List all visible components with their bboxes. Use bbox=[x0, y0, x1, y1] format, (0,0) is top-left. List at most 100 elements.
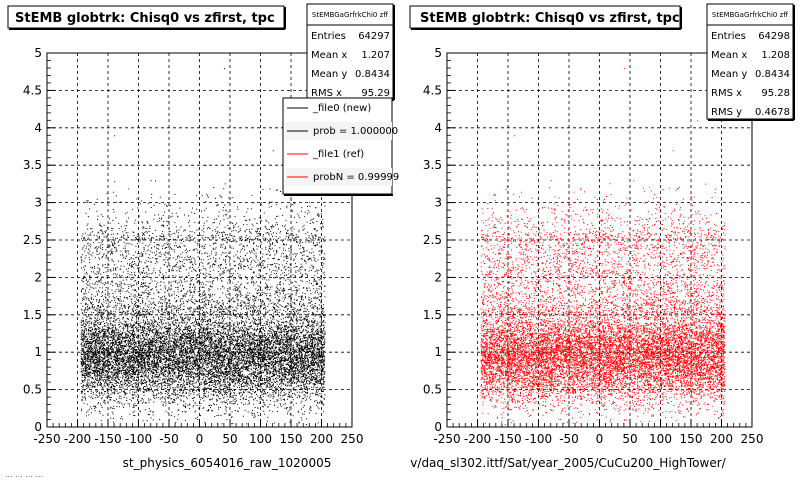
right-scatter-points bbox=[480, 67, 726, 425]
x-tick-label: 50 bbox=[222, 432, 237, 446]
y-tick-label: 0.5 bbox=[423, 383, 442, 397]
right-footer-label: v/daq_sl302.ittf/Sat/year_2005/CuCu200_H… bbox=[410, 456, 726, 470]
y-tick-label: 0 bbox=[434, 420, 442, 434]
left-scatter-points bbox=[80, 67, 326, 425]
x-tick-label: -50 bbox=[559, 432, 579, 446]
x-tick-label: 50 bbox=[622, 432, 637, 446]
legend-entry-label: prob = 1.000000 bbox=[313, 126, 398, 137]
stats-label: RMS x bbox=[711, 88, 742, 99]
stats-value: 0.4678 bbox=[755, 107, 790, 118]
legend-entry-label: probN = 0.99999 bbox=[313, 172, 399, 183]
stats-value: 0.8434 bbox=[355, 69, 390, 80]
left-stats-header: StEMBGaGrfrkChi0 zff bbox=[312, 11, 388, 19]
scatter-point bbox=[272, 150, 274, 152]
scatter-point bbox=[697, 120, 699, 122]
x-tick-label: -50 bbox=[159, 432, 179, 446]
stats-label: Mean x bbox=[311, 50, 347, 61]
right-chart-title: StEMB globtrk: Chisq0 vs zfirst, tpc bbox=[420, 11, 680, 26]
scatter-point bbox=[514, 135, 516, 137]
left-stats-rows: Entries 64297 Mean x 1.207 Mean y 0.8434 RMS x… bbox=[311, 31, 390, 99]
x-tick-label: -150 bbox=[494, 432, 521, 446]
y-tick-label: 4.5 bbox=[423, 83, 442, 97]
scatter-point bbox=[205, 165, 207, 167]
x-tick-label: 150 bbox=[280, 432, 303, 446]
y-tick-label: 3 bbox=[34, 196, 42, 210]
legend-entry-label: _file0 (new) bbox=[312, 103, 371, 114]
x-tick-label: -200 bbox=[464, 432, 491, 446]
y-tick-label: 5 bbox=[434, 46, 442, 60]
stats-label: Mean x bbox=[711, 50, 747, 61]
x-tick-label: 250 bbox=[741, 432, 764, 446]
right-stats-header: StEMBGaGrfrkChi0 zff bbox=[712, 11, 788, 19]
x-tick-label: 100 bbox=[249, 432, 272, 446]
y-tick-label: 1.5 bbox=[423, 308, 442, 322]
legend-entry-bg bbox=[285, 168, 392, 186]
legend-entry-bg bbox=[285, 122, 392, 140]
scatter-point bbox=[623, 67, 625, 69]
y-tick-label: 4 bbox=[34, 121, 42, 135]
left-stats-box bbox=[306, 3, 394, 100]
y-tick-label: 2.5 bbox=[423, 233, 442, 247]
left-footer-label: st_physics_6054016_raw_1020005 bbox=[123, 456, 332, 470]
stats-label: RMS y bbox=[711, 107, 742, 118]
stats-label: Entries bbox=[311, 31, 346, 42]
y-tick-label: 2 bbox=[34, 270, 42, 284]
stats-value: 1.207 bbox=[361, 50, 390, 61]
stats-value: 95.28 bbox=[761, 88, 790, 99]
y-tick-label: 0 bbox=[34, 420, 42, 434]
y-tick-label: 1 bbox=[34, 345, 42, 359]
right-panel: -250 -200 -150 -100 -50 0 50 100 150 200 250 0 0.5 1 1… bbox=[409, 3, 795, 470]
left-footer-small: ... ... ... ... bbox=[5, 470, 43, 479]
y-tick-label: 2 bbox=[434, 270, 442, 284]
y-tick-label: 4 bbox=[434, 121, 442, 135]
stats-label: Mean y bbox=[311, 69, 347, 80]
right-axis-ticks: -250 -200 -150 -100 -50 0 50 100 150 200 250 0 0.5 1 1… bbox=[423, 46, 764, 446]
y-tick-label: 3.5 bbox=[23, 158, 42, 172]
x-tick-label: -150 bbox=[94, 432, 121, 446]
stats-label: Mean y bbox=[711, 69, 747, 80]
left-legend-entries: _file0 (new) prob = 1.000000 _file1 (ref) p… bbox=[285, 103, 399, 186]
x-tick-label: 100 bbox=[649, 432, 672, 446]
x-tick-label: 150 bbox=[680, 432, 703, 446]
y-tick-label: 3.5 bbox=[423, 158, 442, 172]
x-tick-label: -200 bbox=[64, 432, 91, 446]
scatter-point bbox=[223, 67, 225, 69]
left-axis-ticks: -250 -200 -150 -100 -50 0 50 100 150 200 250 0 0.5 1 1… bbox=[23, 46, 364, 446]
scatter-point bbox=[550, 180, 552, 182]
scatter-point bbox=[114, 135, 116, 137]
legend-entry-label: _file1 (ref) bbox=[312, 149, 364, 160]
x-tick-label: 200 bbox=[310, 432, 333, 446]
x-tick-label: 0 bbox=[196, 432, 204, 446]
y-tick-label: 1.5 bbox=[23, 308, 42, 322]
stats-label: RMS x bbox=[311, 88, 342, 99]
x-tick-label: 250 bbox=[341, 432, 364, 446]
x-tick-label: -250 bbox=[433, 432, 460, 446]
scatter-point-cloud bbox=[480, 180, 726, 425]
stats-value: 64297 bbox=[358, 31, 390, 42]
left-chart-title: StEMB globtrk: Chisq0 vs zfirst, tpc bbox=[15, 11, 275, 26]
y-tick-label: 4.5 bbox=[23, 83, 42, 97]
stats-label: Entries bbox=[711, 31, 746, 42]
scatter-point bbox=[672, 150, 674, 152]
right-stats-rows: Entries 64298 Mean x 1.208 Mean y 0.8434 RMS x… bbox=[711, 31, 790, 118]
scatter-point bbox=[150, 180, 152, 182]
x-tick-label: 0 bbox=[596, 432, 604, 446]
x-tick-label: -100 bbox=[525, 432, 552, 446]
y-tick-label: 2.5 bbox=[23, 233, 42, 247]
x-tick-label: -100 bbox=[125, 432, 152, 446]
stats-value: 95.29 bbox=[361, 88, 390, 99]
y-tick-label: 0.5 bbox=[23, 383, 42, 397]
right-stats-box bbox=[706, 3, 794, 120]
scatter-point bbox=[605, 165, 607, 167]
left-panel: -250 -200 -150 -100 -50 0 50 100 150 200 250 0 0.5 1 1… bbox=[5, 3, 399, 479]
stats-value: 64298 bbox=[758, 31, 790, 42]
x-tick-label: 200 bbox=[710, 432, 733, 446]
stats-value: 1.208 bbox=[761, 50, 790, 61]
x-tick-label: -250 bbox=[33, 432, 60, 446]
scatter-point-cloud bbox=[80, 180, 326, 425]
y-tick-label: 3 bbox=[434, 196, 442, 210]
y-tick-label: 1 bbox=[434, 345, 442, 359]
y-tick-label: 5 bbox=[34, 46, 42, 60]
stats-value: 0.8434 bbox=[755, 69, 790, 80]
